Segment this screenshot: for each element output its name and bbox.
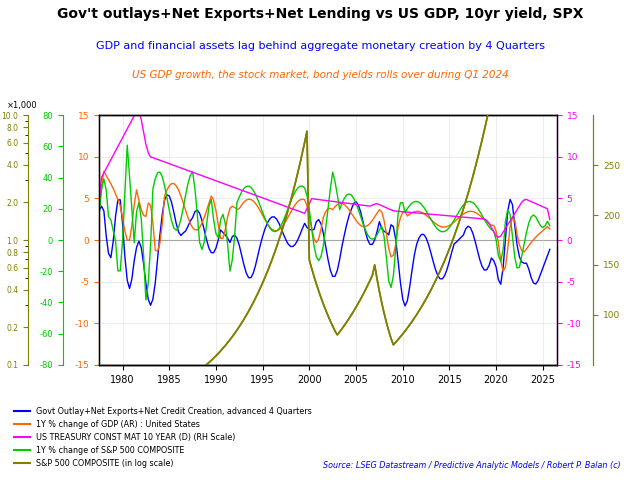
Text: Source: LSEG Datastream / Predictive Analytic Models / Robert P. Balan (c): Source: LSEG Datastream / Predictive Ana… <box>323 461 621 470</box>
Text: Gov't outlays+Net Exports+Net Lending vs US GDP, 10yr yield, SPX: Gov't outlays+Net Exports+Net Lending vs… <box>57 7 583 21</box>
Legend: Govt Outlay+Net Exports+Net Credit Creation, advanced 4 Quarters, 1Y % change of: Govt Outlay+Net Exports+Net Credit Creat… <box>10 404 315 471</box>
Text: US GDP growth, the stock market, bond yields rolls over during Q1 2024: US GDP growth, the stock market, bond yi… <box>132 70 508 80</box>
Text: ×1,000: ×1,000 <box>6 101 37 110</box>
Text: GDP and financial assets lag behind aggregate monetary creation by 4 Quarters: GDP and financial assets lag behind aggr… <box>95 41 545 51</box>
